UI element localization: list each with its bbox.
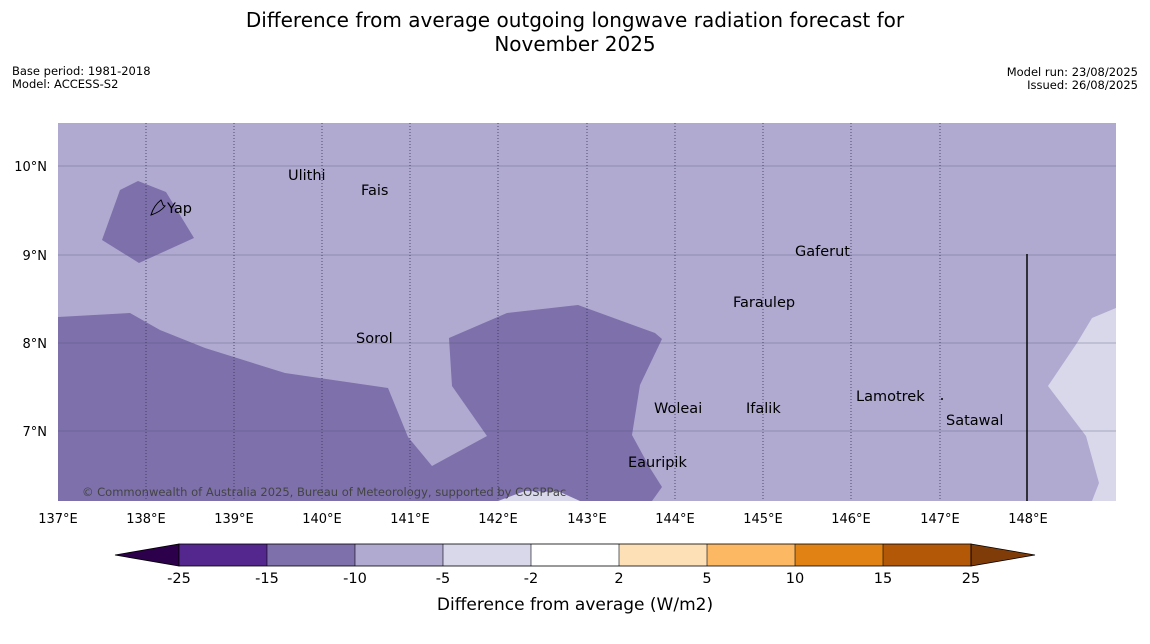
colorbar-bin-2 [267, 544, 355, 566]
place-label-yap: Yap [166, 201, 192, 217]
lon-tick-143e: 143°E [567, 512, 607, 527]
place-label-eauripik: Eauripik [628, 455, 687, 471]
colorbar-bin-5 [531, 544, 619, 566]
colorbar-bin-9 [883, 544, 971, 566]
colorbar-bin-4 [443, 544, 531, 566]
issued-date: Issued: 26/08/2025 [1027, 78, 1138, 92]
colorbar-tick-1: -25 [167, 571, 191, 587]
lon-tick-142e: 142°E [478, 512, 518, 527]
lon-tick-141e: 141°E [390, 512, 430, 527]
place-label-satawal: Satawal [946, 413, 1003, 429]
model-run: Model run: 23/08/2025 [1006, 65, 1138, 79]
colorbar-bin-7 [707, 544, 795, 566]
island-dot [941, 398, 943, 400]
lon-tick-144e: 144°E [655, 512, 695, 527]
lon-tick-137e: 137°E [38, 512, 78, 527]
title-line-2: November 2025 [494, 32, 656, 56]
meta-right: Model run: 23/08/2025 Issued: 26/08/2025 [1007, 66, 1138, 92]
lat-tick-7n: 7°N [23, 425, 48, 440]
lon-tick-140e: 140°E [302, 512, 342, 527]
west-anomaly-region [58, 305, 662, 501]
lon-tick-139e: 139°E [214, 512, 254, 527]
colorbar-tick-8: 10 [786, 571, 804, 587]
place-label-sorol: Sorol [356, 331, 393, 347]
colorbar-tick-7: 5 [702, 571, 711, 587]
east-light-region [1048, 308, 1116, 501]
meta-left: Base period: 1981-2018 Model: ACCESS-S2 [12, 65, 151, 91]
lon-tick-145e: 145°E [743, 512, 783, 527]
colorbar-frame [178, 543, 972, 567]
colorbar-over-arrow [970, 543, 1036, 567]
colorbar-bin-1 [179, 544, 267, 566]
place-label-fais: Fais [361, 183, 388, 199]
lat-tick-8n: 8°N [23, 337, 48, 352]
colorbar-bin-6 [619, 544, 707, 566]
map-panel: Ulithi Fais Yap Gaferut Faraulep Sorol L… [58, 123, 1116, 501]
lon-tick-147e: 147°E [920, 512, 960, 527]
gridlines [58, 123, 1116, 501]
lon-tick-146e: 146°E [831, 512, 871, 527]
colorbar-tick-10: 25 [962, 571, 980, 587]
copyright-text: © Commonwealth of Australia 2025, Bureau… [82, 485, 566, 499]
colorbar-tick-3: -10 [343, 571, 367, 587]
place-label-ulithi: Ulithi [288, 168, 326, 184]
colorbar: -25 -15 -10 -5 -2 2 5 10 15 25 Differenc… [114, 543, 1036, 615]
model-name: Model: ACCESS-S2 [12, 77, 119, 91]
colorbar-label: Difference from average (W/m2) [437, 595, 713, 615]
colorbar-bin-8 [795, 544, 883, 566]
map-title: Difference from average outgoing longwav… [0, 8, 1150, 56]
colorbar-under-arrow [114, 543, 180, 567]
place-label-woleai: Woleai [654, 401, 702, 417]
colorbar-bin-3 [355, 544, 443, 566]
colorbar-tick-5: -2 [524, 571, 538, 587]
lon-tick-148e: 148°E [1008, 512, 1048, 527]
lon-tick-138e: 138°E [126, 512, 166, 527]
place-label-gaferut: Gaferut [795, 244, 850, 260]
colorbar-tick-4: -5 [436, 571, 450, 587]
title-line-1: Difference from average outgoing longwav… [245, 8, 905, 32]
yap-island-shape [150, 199, 166, 216]
place-label-faraulep: Faraulep [733, 295, 795, 311]
place-label-lamotrek: Lamotrek [856, 389, 925, 405]
colorbar-tick-2: -15 [255, 571, 279, 587]
colorbar-tick-9: 15 [874, 571, 892, 587]
colorbar-tick-6: 2 [614, 571, 623, 587]
lat-tick-9n: 9°N [23, 249, 48, 264]
yap-anomaly-region [102, 181, 194, 263]
base-period: Base period: 1981-2018 [12, 64, 151, 78]
bottom-light-region [498, 491, 580, 501]
lat-tick-10n: 10°N [14, 160, 47, 175]
place-label-ifalik: Ifalik [746, 401, 781, 417]
